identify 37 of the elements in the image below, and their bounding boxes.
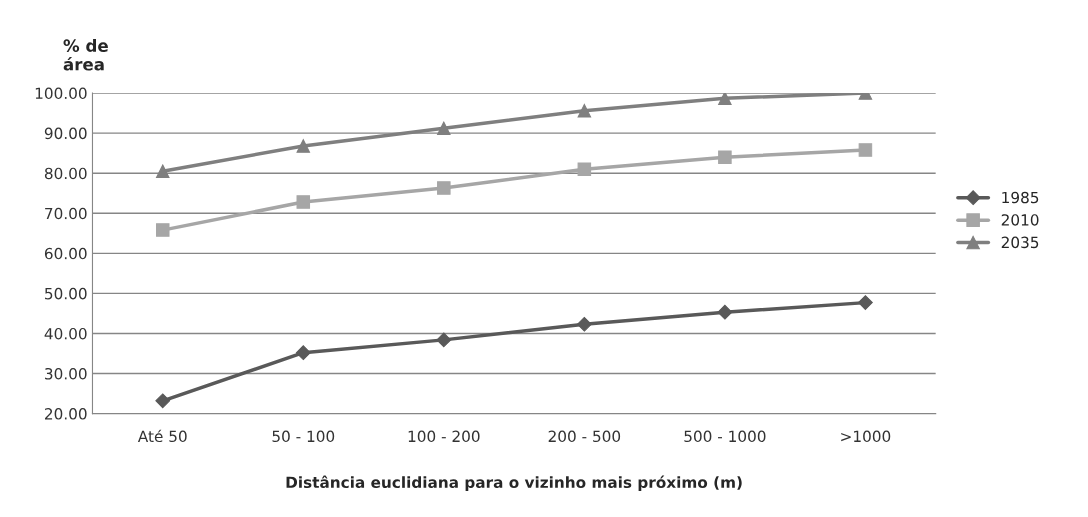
x-tick-label: 100 - 200 bbox=[408, 430, 480, 443]
point bbox=[155, 223, 170, 237]
x-tick-label: 50 - 100 bbox=[272, 430, 335, 443]
y-tick-label: 100.00 bbox=[35, 87, 87, 100]
point bbox=[858, 143, 873, 157]
y-tick-label: 90.00 bbox=[44, 127, 87, 140]
x-axis-title: Distância euclidiana para o vizinho mais próximo (m) bbox=[286, 475, 742, 492]
point bbox=[155, 393, 171, 409]
legend-label: 1985 bbox=[1002, 191, 1039, 204]
point bbox=[296, 139, 311, 153]
y-tick-label: 40.00 bbox=[44, 327, 87, 340]
point bbox=[718, 93, 732, 106]
y-tick-label: 70.00 bbox=[45, 207, 87, 220]
y-tick-label: 30.00 bbox=[45, 368, 87, 380]
point bbox=[718, 150, 732, 164]
y-tick-label: 50.00 bbox=[45, 287, 87, 300]
point bbox=[858, 295, 873, 311]
point bbox=[296, 195, 311, 209]
y-tick-label: 60.00 bbox=[44, 247, 87, 260]
y-tick-label: 20.00 bbox=[45, 408, 87, 420]
point bbox=[577, 103, 592, 118]
x-tick-label: 500 - 1000 bbox=[684, 430, 766, 443]
y-axis-title: % de área bbox=[63, 39, 108, 71]
legend-label: 2035 bbox=[1001, 236, 1039, 249]
x-tick-label: >1000 bbox=[841, 430, 891, 443]
point bbox=[437, 121, 451, 136]
point bbox=[576, 316, 592, 332]
x-tick-label: Até 50 bbox=[137, 429, 187, 443]
point bbox=[577, 162, 592, 176]
point bbox=[155, 164, 170, 178]
point bbox=[295, 345, 311, 361]
point bbox=[717, 304, 733, 320]
legend-label: 2010 bbox=[1001, 214, 1039, 226]
point bbox=[436, 332, 452, 348]
point bbox=[437, 181, 451, 195]
y-tick-label: 80.00 bbox=[44, 167, 87, 180]
x-tick-label: 200 - 500 bbox=[548, 430, 621, 443]
